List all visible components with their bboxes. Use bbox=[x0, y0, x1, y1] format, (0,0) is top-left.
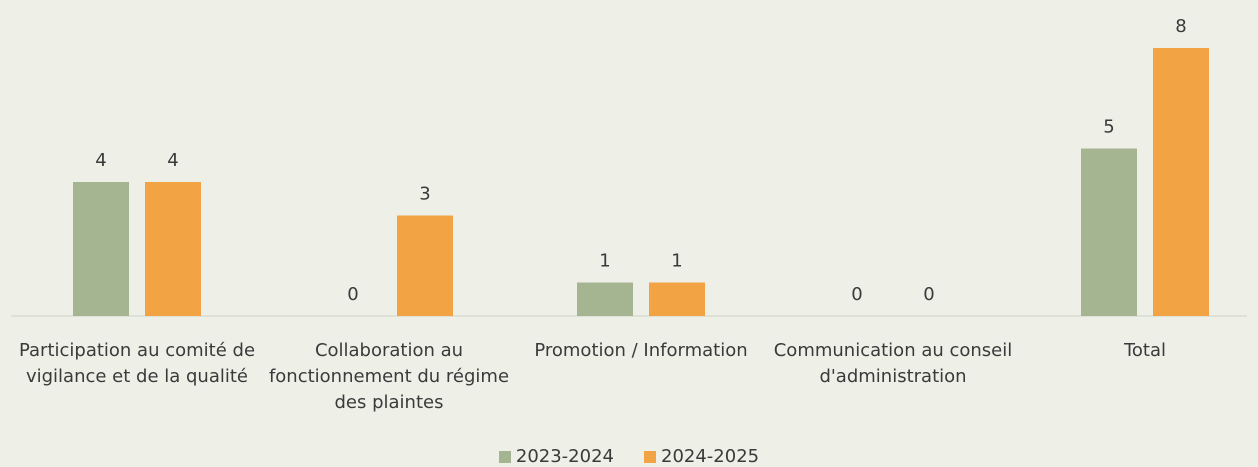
chart: 4 4 0 3 1 1 0 0 5 8 bbox=[11, 16, 1247, 317]
x-tick-label: Promotion / Information bbox=[534, 340, 748, 361]
data-label: 0 bbox=[923, 284, 934, 305]
legend-swatch bbox=[644, 450, 656, 463]
data-label: 0 bbox=[347, 284, 358, 305]
legend-label: 2023-2024 bbox=[515, 446, 614, 467]
bar bbox=[1153, 48, 1209, 316]
x-tick-label: Communication au conseil d'administratio… bbox=[773, 340, 1013, 387]
data-label: 5 bbox=[1103, 117, 1114, 138]
x-tick-label: Participation au comité de vigilance et … bbox=[18, 340, 256, 387]
legend-label: 2024-2025 bbox=[661, 446, 760, 467]
x-tick-label: Total bbox=[1123, 340, 1167, 361]
bar bbox=[145, 182, 201, 316]
bar bbox=[1081, 148, 1137, 316]
data-label: 3 bbox=[419, 184, 430, 205]
x-tick-label: Collaboration au fonctionnement du régim… bbox=[268, 340, 510, 413]
bar bbox=[397, 215, 453, 316]
data-label: 8 bbox=[1175, 16, 1186, 37]
bar bbox=[73, 182, 129, 316]
data-label: 4 bbox=[95, 150, 106, 171]
bar bbox=[649, 282, 705, 316]
legend-item: 2023-2024 bbox=[498, 446, 614, 467]
legend-item: 2024-2025 bbox=[644, 446, 759, 467]
data-label: 1 bbox=[671, 251, 682, 272]
bar bbox=[577, 282, 633, 316]
data-label: 4 bbox=[167, 150, 178, 171]
data-label: 1 bbox=[599, 251, 610, 272]
data-label: 0 bbox=[851, 284, 862, 305]
legend-swatch bbox=[498, 450, 511, 463]
legend: 2023-2024 2024-2025 bbox=[0, 446, 1258, 467]
